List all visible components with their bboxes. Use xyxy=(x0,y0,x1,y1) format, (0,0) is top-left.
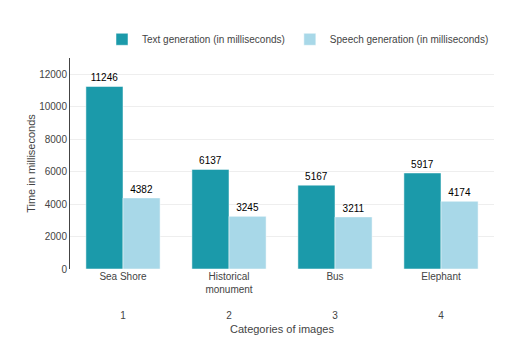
svg-text:5917: 5917 xyxy=(411,159,434,170)
svg-text:3211: 3211 xyxy=(343,203,365,214)
svg-text:Time in milliseconds: Time in milliseconds xyxy=(25,114,37,213)
svg-text:6000: 6000 xyxy=(45,166,68,177)
svg-text:8000: 8000 xyxy=(45,134,68,145)
svg-text:Text generation (in millisecon: Text generation (in milliseconds) xyxy=(142,34,285,45)
svg-text:2000: 2000 xyxy=(45,231,68,242)
svg-text:Sea Shore 1: Sea Shore 1 xyxy=(99,271,147,321)
svg-text:4174: 4174 xyxy=(448,187,471,198)
svg-text:12000: 12000 xyxy=(39,69,67,80)
svg-text:Elephant 4: Elephant 4 xyxy=(421,271,461,321)
svg-text:10000: 10000 xyxy=(39,101,67,112)
svg-text:Categories of images: Categories of images xyxy=(230,323,334,335)
svg-text:11246: 11246 xyxy=(91,72,119,83)
svg-text:Bus 3: Bus 3 xyxy=(326,271,343,321)
svg-text:6137: 6137 xyxy=(199,155,222,166)
svg-text:5167: 5167 xyxy=(305,171,328,182)
svg-text:4382: 4382 xyxy=(130,184,153,195)
svg-text:Speech generation (in millisec: Speech generation (in milliseconds) xyxy=(330,34,488,45)
svg-text:3245: 3245 xyxy=(236,202,259,213)
svg-text:0: 0 xyxy=(61,264,67,275)
svg-text:Historicalmonument 2: Historicalmonument 2 xyxy=(205,271,252,321)
svg-text:4000: 4000 xyxy=(45,199,68,210)
